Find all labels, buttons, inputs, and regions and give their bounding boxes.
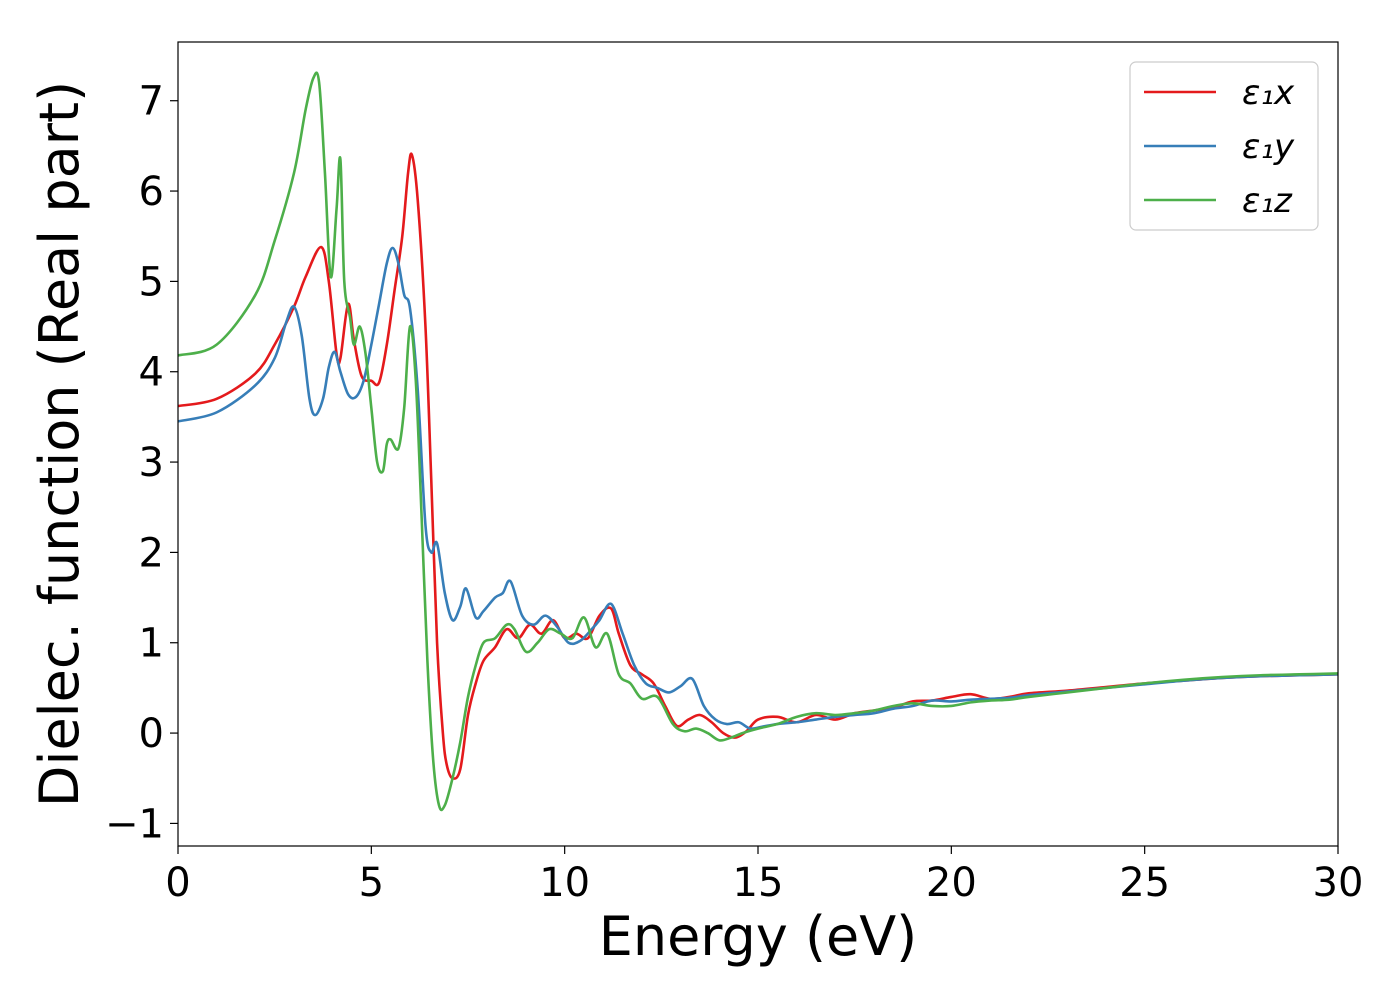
legend-label: ε₁y	[1242, 127, 1295, 167]
x-axis-ticks: 0 5 10 15 20 25 30	[165, 846, 1363, 906]
x-tick-label: 0	[165, 860, 190, 906]
x-tick-label: 30	[1313, 860, 1364, 906]
x-tick-label: 15	[733, 860, 784, 906]
y-tick-label: 6	[139, 169, 164, 215]
series-line-3	[178, 71, 1338, 812]
x-tick-label: 20	[926, 860, 977, 906]
x-tick-label: 5	[359, 860, 384, 906]
legend-label: ε₁x	[1242, 73, 1295, 113]
y-tick-label: 7	[139, 79, 164, 125]
y-tick-label: 2	[139, 530, 164, 576]
legend-label: ε₁z	[1242, 181, 1293, 221]
x-tick-label: 25	[1119, 860, 1170, 906]
series-layer	[178, 71, 1338, 812]
y-tick-label: 3	[139, 440, 164, 486]
y-tick-label: 5	[139, 259, 164, 305]
y-axis-ticks: −1 0 1 2 3 4 5 6 7	[105, 79, 178, 847]
y-axis-title: Dielec. function (Real part)	[28, 81, 91, 807]
y-tick-label: −1	[105, 801, 164, 847]
y-tick-label: 0	[139, 711, 164, 757]
y-tick-label: 4	[139, 350, 164, 396]
legend-box	[1129, 61, 1319, 231]
series-line-2	[178, 246, 1338, 731]
x-tick-label: 10	[539, 860, 590, 906]
legend: ε₁x ε₁y ε₁z	[1129, 61, 1319, 231]
x-axis-title: Energy (eV)	[599, 905, 918, 968]
y-tick-label: 1	[139, 621, 164, 667]
